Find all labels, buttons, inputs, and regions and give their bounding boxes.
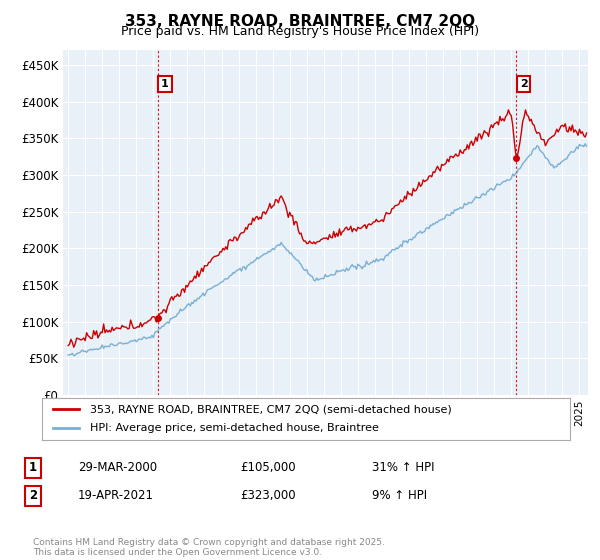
Text: 31% ↑ HPI: 31% ↑ HPI [372, 461, 434, 474]
Text: Price paid vs. HM Land Registry's House Price Index (HPI): Price paid vs. HM Land Registry's House … [121, 25, 479, 38]
Text: HPI: Average price, semi-detached house, Braintree: HPI: Average price, semi-detached house,… [89, 423, 379, 433]
Text: 29-MAR-2000: 29-MAR-2000 [78, 461, 157, 474]
Text: 353, RAYNE ROAD, BRAINTREE, CM7 2QQ (semi-detached house): 353, RAYNE ROAD, BRAINTREE, CM7 2QQ (sem… [89, 404, 451, 414]
Text: 9% ↑ HPI: 9% ↑ HPI [372, 489, 427, 502]
Text: Contains HM Land Registry data © Crown copyright and database right 2025.
This d: Contains HM Land Registry data © Crown c… [33, 538, 385, 557]
Text: £323,000: £323,000 [240, 489, 296, 502]
Text: 2: 2 [29, 489, 37, 502]
Text: 1: 1 [29, 461, 37, 474]
Text: £105,000: £105,000 [240, 461, 296, 474]
Text: 1: 1 [161, 79, 169, 89]
Text: 2: 2 [520, 79, 527, 89]
Text: 19-APR-2021: 19-APR-2021 [78, 489, 154, 502]
Text: 353, RAYNE ROAD, BRAINTREE, CM7 2QQ: 353, RAYNE ROAD, BRAINTREE, CM7 2QQ [125, 14, 475, 29]
